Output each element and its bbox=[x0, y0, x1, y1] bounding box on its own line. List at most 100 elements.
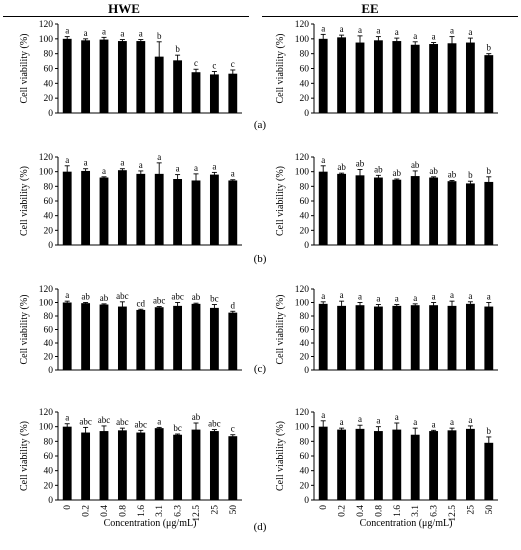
y-tick-label: 120 bbox=[39, 408, 54, 418]
significance-label: a bbox=[468, 291, 472, 301]
x-tick-label: 50 bbox=[229, 505, 239, 515]
bar bbox=[154, 56, 164, 113]
significance-label: ab bbox=[448, 169, 457, 179]
y-tick-label: 0 bbox=[48, 109, 53, 119]
x-tick-label: 6.3 bbox=[174, 505, 184, 517]
y-axis-title: Cell viability (%) bbox=[19, 295, 30, 365]
significance-label: a bbox=[120, 29, 124, 39]
bar bbox=[410, 176, 420, 245]
significance-label: abc bbox=[135, 419, 148, 429]
y-tick-label: 40 bbox=[300, 339, 310, 349]
bar bbox=[429, 177, 439, 245]
bar bbox=[99, 39, 109, 114]
x-tick-label: 0 bbox=[319, 505, 329, 510]
x-tick-label: 6.3 bbox=[430, 505, 440, 517]
significance-label: a bbox=[120, 158, 124, 168]
panel-label: (c) bbox=[254, 363, 267, 375]
y-tick-label: 0 bbox=[48, 366, 53, 376]
bar bbox=[337, 305, 347, 370]
bar bbox=[318, 38, 328, 114]
y-tick-label: 40 bbox=[300, 79, 310, 89]
significance-label: a bbox=[340, 290, 344, 300]
bar bbox=[117, 430, 127, 500]
bar bbox=[99, 431, 109, 500]
y-tick-label: 100 bbox=[39, 35, 54, 45]
bar bbox=[62, 38, 72, 114]
y-tick-label: 80 bbox=[44, 312, 54, 322]
bar bbox=[373, 431, 383, 500]
bar bbox=[228, 73, 238, 113]
x-tick-label: 0.4 bbox=[100, 505, 110, 517]
significance-label: a bbox=[413, 417, 417, 427]
x-tick-label: 25 bbox=[466, 505, 476, 515]
significance-label: c bbox=[231, 424, 235, 434]
significance-label: b bbox=[487, 426, 492, 436]
bar bbox=[62, 426, 72, 500]
bar bbox=[173, 434, 183, 500]
bar bbox=[99, 177, 109, 245]
y-tick-label: 0 bbox=[48, 241, 53, 251]
bar bbox=[484, 55, 494, 113]
significance-label: a bbox=[468, 415, 472, 425]
x-tick-label: 1.6 bbox=[393, 505, 403, 517]
significance-label: cd bbox=[137, 298, 146, 308]
y-tick-label: 60 bbox=[44, 452, 54, 462]
y-axis-title: Cell viability (%) bbox=[19, 166, 30, 236]
bar bbox=[429, 431, 439, 500]
significance-label: ab bbox=[337, 162, 346, 172]
y-tick-label: 100 bbox=[295, 299, 310, 309]
bar bbox=[136, 41, 146, 113]
significance-label: a bbox=[395, 412, 399, 422]
significance-label: a bbox=[487, 292, 491, 302]
y-tick-label: 0 bbox=[304, 109, 309, 119]
bar bbox=[447, 181, 457, 245]
significance-label: a bbox=[340, 417, 344, 427]
significance-label: a bbox=[321, 23, 325, 33]
y-tick-label: 60 bbox=[44, 65, 54, 75]
y-tick-label: 40 bbox=[300, 212, 310, 222]
y-tick-label: 20 bbox=[44, 353, 54, 363]
bar bbox=[429, 44, 439, 113]
significance-label: ab bbox=[356, 158, 365, 168]
bar bbox=[465, 183, 475, 245]
significance-label: c bbox=[194, 58, 198, 68]
y-axis-title: Cell viability (%) bbox=[275, 166, 286, 236]
significance-label: a bbox=[194, 163, 198, 173]
bar bbox=[228, 436, 238, 500]
x-tick-label: 12.5 bbox=[192, 505, 202, 522]
bar bbox=[117, 170, 127, 245]
significance-label: a bbox=[157, 152, 161, 162]
bar bbox=[337, 37, 347, 113]
bar bbox=[337, 429, 347, 500]
bar bbox=[154, 173, 164, 245]
x-tick-label: 0.8 bbox=[118, 505, 128, 517]
bar bbox=[99, 304, 109, 370]
significance-label: a bbox=[358, 292, 362, 302]
bar bbox=[484, 181, 494, 245]
significance-label: a bbox=[413, 293, 417, 303]
significance-label: b bbox=[157, 31, 162, 41]
x-tick-label: 0.4 bbox=[356, 505, 366, 517]
y-tick-label: 120 bbox=[39, 285, 54, 295]
bar bbox=[81, 40, 91, 113]
bar bbox=[429, 305, 439, 370]
significance-label: ab bbox=[192, 412, 201, 422]
x-tick-label: 0 bbox=[63, 505, 73, 510]
column-header-ee: EE bbox=[361, 1, 379, 16]
y-tick-label: 20 bbox=[300, 353, 310, 363]
bar bbox=[191, 303, 201, 370]
y-tick-label: 100 bbox=[295, 168, 310, 178]
bar bbox=[81, 303, 91, 370]
x-axis-title: Concentration (μg/mL) bbox=[104, 518, 197, 529]
y-tick-label: 20 bbox=[300, 481, 310, 491]
panel-label: (a) bbox=[254, 119, 267, 131]
bar bbox=[173, 305, 183, 370]
column-rule-hwe bbox=[3, 16, 249, 17]
bar bbox=[465, 42, 475, 113]
significance-label: c bbox=[231, 59, 235, 69]
y-tick-label: 100 bbox=[295, 423, 310, 433]
bar bbox=[447, 430, 457, 500]
y-tick-label: 100 bbox=[39, 168, 54, 178]
bar bbox=[81, 170, 91, 245]
